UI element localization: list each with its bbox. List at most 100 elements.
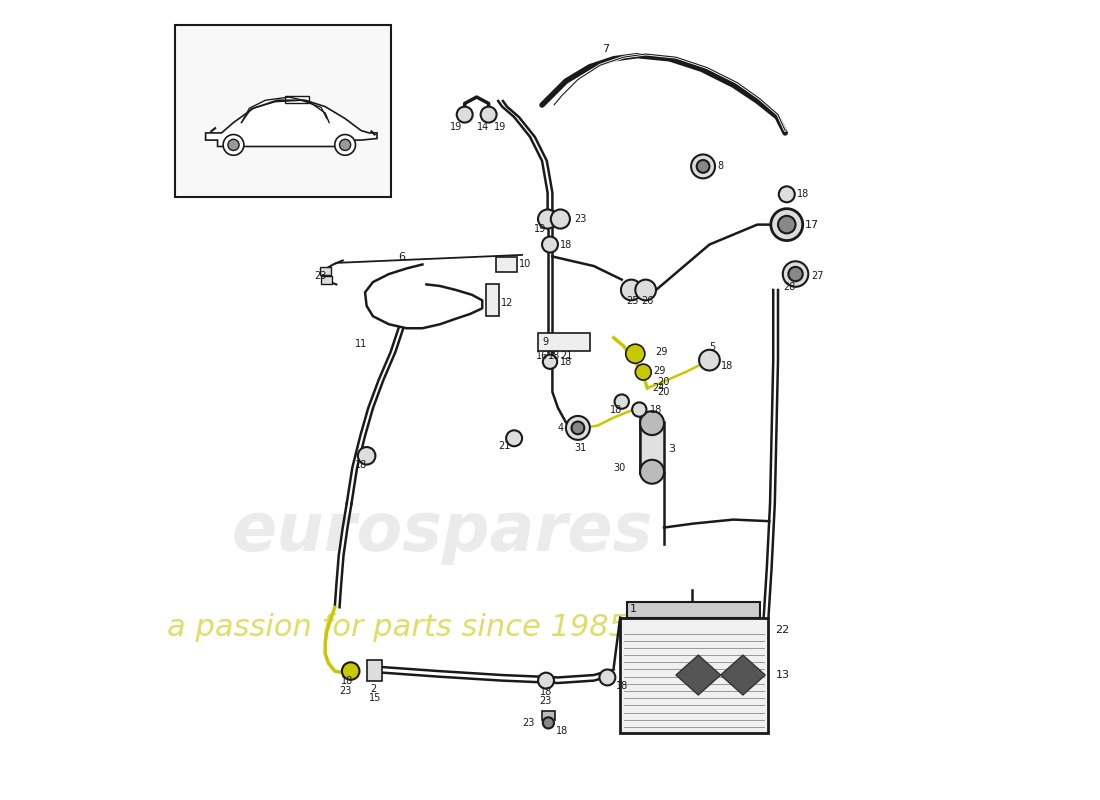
Bar xyxy=(627,602,760,618)
Text: 9: 9 xyxy=(542,337,548,347)
Text: 18: 18 xyxy=(650,405,662,414)
Circle shape xyxy=(789,267,803,282)
Circle shape xyxy=(551,210,570,229)
Text: 16: 16 xyxy=(537,351,549,361)
Bar xyxy=(285,96,309,102)
Text: 19: 19 xyxy=(535,223,547,234)
Text: 2: 2 xyxy=(371,683,377,694)
Text: 5: 5 xyxy=(710,342,716,352)
Bar xyxy=(486,285,499,316)
Text: 19: 19 xyxy=(494,122,506,131)
Circle shape xyxy=(334,134,355,155)
Circle shape xyxy=(542,237,558,253)
Text: 18: 18 xyxy=(722,361,734,370)
Text: 18: 18 xyxy=(557,726,569,736)
Circle shape xyxy=(342,662,360,680)
Circle shape xyxy=(621,280,641,300)
Text: 26: 26 xyxy=(641,296,653,306)
Text: 18: 18 xyxy=(540,686,552,697)
Circle shape xyxy=(538,210,558,229)
Polygon shape xyxy=(720,655,766,695)
Circle shape xyxy=(228,139,239,150)
Text: 17: 17 xyxy=(805,220,820,230)
Circle shape xyxy=(615,394,629,409)
Text: 22: 22 xyxy=(776,625,790,634)
Text: 23: 23 xyxy=(314,271,327,282)
Bar xyxy=(620,618,768,734)
Text: 3: 3 xyxy=(668,445,675,454)
Text: 6: 6 xyxy=(398,251,406,262)
Text: 1: 1 xyxy=(629,604,637,614)
Polygon shape xyxy=(206,100,377,146)
Bar xyxy=(175,26,390,197)
Text: 7: 7 xyxy=(602,44,609,54)
Text: 27: 27 xyxy=(812,271,824,282)
Bar xyxy=(542,711,554,721)
Text: 18: 18 xyxy=(616,682,628,691)
Bar xyxy=(321,277,332,285)
Circle shape xyxy=(542,354,558,369)
Bar xyxy=(320,267,331,275)
Circle shape xyxy=(542,718,554,729)
Circle shape xyxy=(340,139,351,150)
Circle shape xyxy=(481,106,496,122)
Text: 29: 29 xyxy=(653,366,666,376)
Circle shape xyxy=(565,416,590,440)
Text: 20: 20 xyxy=(658,377,670,386)
Text: 13: 13 xyxy=(776,670,790,681)
Text: 18: 18 xyxy=(549,351,561,361)
Circle shape xyxy=(640,411,664,435)
Text: 18: 18 xyxy=(341,677,353,686)
Text: 21: 21 xyxy=(560,351,573,361)
Bar xyxy=(538,333,590,350)
Text: 23: 23 xyxy=(574,214,586,224)
Bar xyxy=(496,257,517,273)
Circle shape xyxy=(691,154,715,178)
Bar xyxy=(367,660,382,681)
Text: 8: 8 xyxy=(717,162,724,171)
Text: 18: 18 xyxy=(354,460,367,470)
Circle shape xyxy=(506,430,522,446)
Text: 23: 23 xyxy=(539,696,551,706)
Text: a passion for parts since 1985: a passion for parts since 1985 xyxy=(167,613,628,642)
Circle shape xyxy=(700,350,719,370)
Text: 29: 29 xyxy=(656,347,668,357)
Text: 18: 18 xyxy=(560,239,572,250)
Circle shape xyxy=(456,106,473,122)
Circle shape xyxy=(771,209,803,241)
Text: 28: 28 xyxy=(783,282,796,292)
Text: 23: 23 xyxy=(522,718,535,728)
Circle shape xyxy=(779,186,794,202)
Polygon shape xyxy=(676,655,720,695)
Text: 18: 18 xyxy=(609,405,622,414)
Text: 31: 31 xyxy=(574,443,586,453)
Circle shape xyxy=(783,262,808,286)
Circle shape xyxy=(696,160,710,173)
Text: 14: 14 xyxy=(476,122,488,131)
Circle shape xyxy=(626,344,645,363)
Bar xyxy=(640,422,664,474)
Circle shape xyxy=(572,422,584,434)
Text: 15: 15 xyxy=(368,693,382,703)
Circle shape xyxy=(636,280,656,300)
Text: 11: 11 xyxy=(354,339,367,349)
Text: 20: 20 xyxy=(658,387,670,397)
Text: 12: 12 xyxy=(502,298,514,308)
Text: 25: 25 xyxy=(627,296,639,306)
Circle shape xyxy=(223,134,244,155)
Circle shape xyxy=(358,447,375,465)
Text: 4: 4 xyxy=(558,423,564,433)
Text: 30: 30 xyxy=(614,462,626,473)
Circle shape xyxy=(636,364,651,380)
Circle shape xyxy=(640,460,664,484)
Text: 24: 24 xyxy=(652,383,664,393)
Text: 10: 10 xyxy=(519,259,531,270)
Circle shape xyxy=(600,670,615,686)
Text: 21: 21 xyxy=(498,442,510,451)
Text: eurospares: eurospares xyxy=(231,498,652,565)
Circle shape xyxy=(778,216,795,234)
Text: 19: 19 xyxy=(450,122,462,131)
Circle shape xyxy=(538,673,554,689)
Text: 23: 23 xyxy=(340,686,352,696)
Text: 18: 18 xyxy=(560,357,572,366)
